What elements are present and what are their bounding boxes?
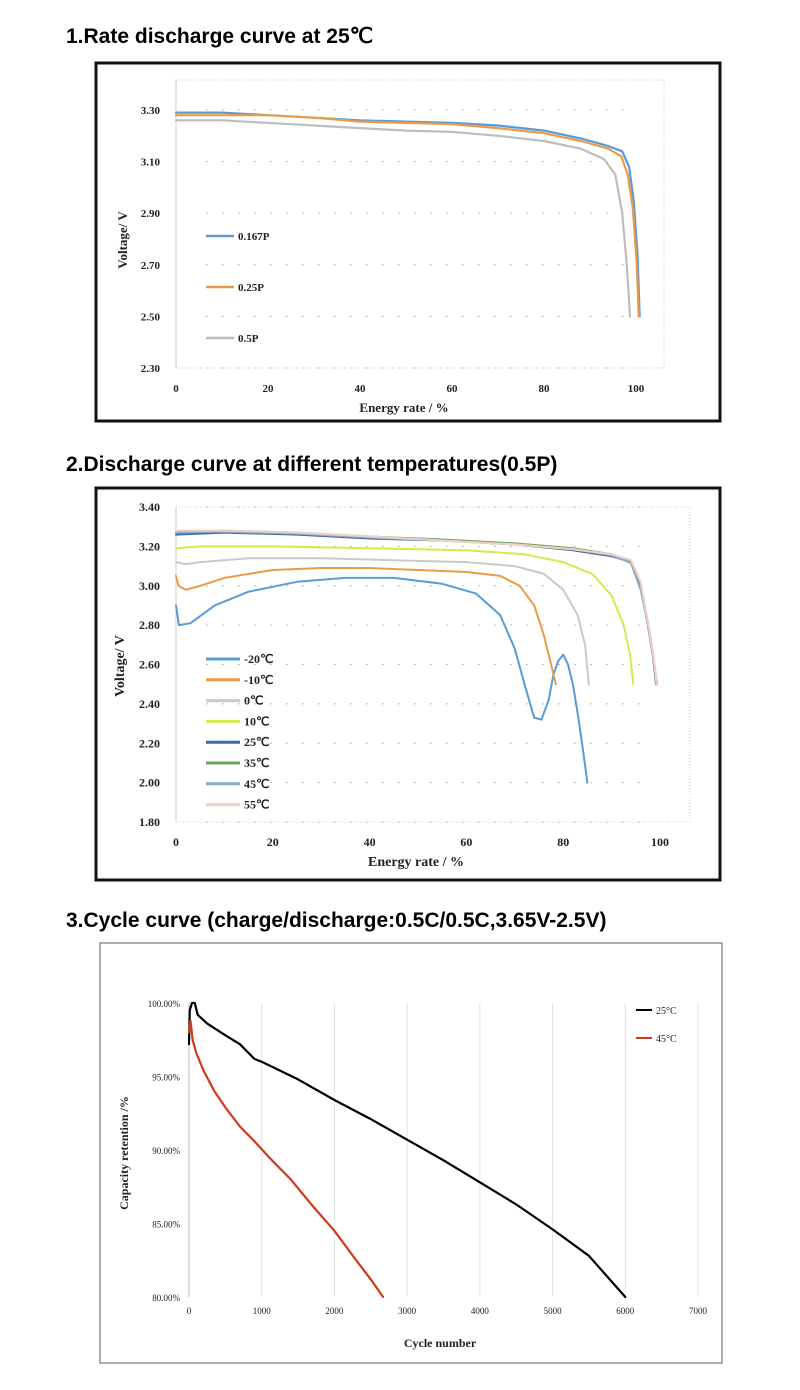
y-tick-label: 100.00% [148, 999, 181, 1009]
y-tick-label: 2.20 [139, 736, 160, 750]
y-tick-label: 3.10 [141, 157, 161, 169]
y-tick-label: 2.50 [141, 311, 161, 323]
series-line-20 [175, 576, 589, 784]
series-line-55 [175, 529, 658, 686]
y-tick-label: 95.00% [152, 1073, 180, 1083]
y-tick-label: 2.40 [139, 697, 160, 711]
x-tick-label: 20 [267, 835, 279, 849]
x-tick-label: 4000 [471, 1306, 490, 1316]
legend-label-25: 25℃ [244, 735, 269, 749]
y-tick-label: 3.20 [139, 539, 160, 553]
x-tick-label: 0 [173, 835, 179, 849]
legend-label-0-167p: 0.167P [238, 231, 270, 243]
y-tick-label: 85.00% [152, 1220, 180, 1230]
rate-discharge-chart: 3.30 3.10 2.90 2.70 2.50 2.30 0 20 40 60 80 100 Ener… [94, 61, 722, 423]
x-tick-label: 3000 [398, 1306, 417, 1316]
x-tick-label: 40 [364, 835, 376, 849]
series-line-0 [175, 557, 590, 686]
series-line-10 [175, 567, 557, 686]
x-tick-label: 2000 [325, 1306, 344, 1316]
legend-label-55: 55℃ [244, 798, 269, 812]
x-axis-label: Energy rate / % [359, 400, 448, 415]
legend-label-10: 10℃ [244, 714, 269, 728]
legend-label-20: -20℃ [244, 652, 273, 666]
legend-label-45: 45℃ [244, 777, 269, 791]
series-line-10 [175, 545, 635, 686]
y-tick-label: 2.80 [139, 618, 160, 632]
series-line-25-c [187, 1001, 627, 1299]
x-tick-label: 80 [557, 835, 569, 849]
series-line-0-25p [174, 114, 640, 318]
y-tick-label: 2.70 [141, 260, 161, 272]
x-tick-label: 7000 [689, 1306, 708, 1316]
legend-label-0-25p: 0.25P [238, 282, 264, 294]
y-tick-label: 3.00 [139, 579, 160, 593]
x-tick-label: 60 [460, 835, 472, 849]
y-tick-label: 1.80 [139, 815, 160, 829]
chart-frame [94, 486, 722, 882]
y-tick-label: 90.00% [152, 1146, 180, 1156]
x-tick-label: 40 [355, 383, 367, 395]
x-tick-label: 100 [651, 835, 669, 849]
chart-2-heading: 2.Discharge curve at different temperatu… [66, 453, 558, 476]
x-tick-label: 6000 [616, 1306, 635, 1316]
legend-label-45-c: 45°C [656, 1034, 677, 1045]
x-tick-label: 60 [447, 383, 459, 395]
chart-frame [99, 942, 723, 1364]
legend-label-10: -10℃ [244, 673, 273, 687]
x-tick-label: 1000 [253, 1306, 272, 1316]
y-axis-label: Voltage/ V [113, 635, 128, 697]
y-tick-label: 2.90 [141, 208, 161, 220]
y-tick-label: 80.00% [152, 1293, 180, 1303]
x-axis-label: Cycle number [404, 1336, 477, 1350]
y-axis-label: Voltage/ V [115, 211, 130, 269]
x-tick-label: 20 [263, 383, 275, 395]
x-axis-label: Energy rate / % [368, 855, 464, 870]
x-tick-label: 100 [628, 383, 645, 395]
chart-1-heading: 1.Rate discharge curve at 25℃ [66, 25, 374, 48]
y-tick-label: 2.60 [139, 658, 160, 672]
y-tick-label: 3.40 [139, 500, 160, 514]
x-tick-label: 0 [173, 383, 179, 395]
x-tick-label: 0 [187, 1306, 192, 1316]
y-tick-label: 2.00 [139, 776, 160, 790]
series-line-0-5p [174, 119, 632, 318]
y-tick-label: 3.30 [141, 105, 161, 117]
legend-label-0: 0℃ [244, 694, 263, 708]
y-axis-label: Capacity retention /% [117, 1096, 131, 1210]
series-line-45-c [187, 1019, 385, 1299]
y-tick-label: 2.30 [141, 363, 161, 375]
chart-3-heading: 3.Cycle curve (charge/discharge:0.5C/0.5… [66, 909, 607, 932]
temperature-discharge-chart: 3.40 3.20 3.00 2.80 2.60 2.40 2.20 2.00 1.80 0 20 4… [94, 486, 722, 882]
x-tick-label: 80 [539, 383, 551, 395]
legend-label-25-c: 25°C [656, 1006, 677, 1017]
x-tick-label: 5000 [544, 1306, 563, 1316]
legend-label-35: 35℃ [244, 756, 269, 770]
legend-label-0-5p: 0.5P [238, 333, 259, 345]
